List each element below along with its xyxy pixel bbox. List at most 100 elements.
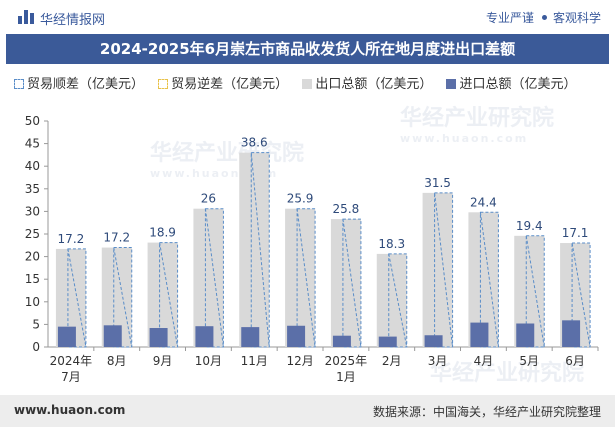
surplus-data-label: 24.4	[470, 195, 497, 209]
surplus-data-label: 17.2	[58, 232, 85, 246]
export-bar	[422, 192, 453, 347]
import-bar	[195, 326, 214, 347]
x-tick-label: 10月	[195, 354, 222, 368]
x-tick-label: 11月	[241, 354, 268, 368]
trade-balance-chart: 0 5 10 15 20 25 30 35 40 45 50 17.2 2024年 7月 17.2 8月 18.…	[25, 114, 599, 384]
top-bar: 华经情报网 专业严谨 客观科学	[0, 0, 615, 34]
brand-logo-icon	[18, 10, 34, 24]
surplus-hatch	[159, 242, 179, 348]
x-tick-label: 2月	[382, 354, 402, 368]
legend-item-import: 进口总额（亿美元）	[446, 73, 576, 92]
export-bar	[193, 208, 224, 347]
x-tick-label: 2024年	[50, 354, 93, 368]
surplus-hatch	[342, 219, 362, 348]
y-tick-label: 0	[32, 340, 40, 354]
surplus-hatch	[204, 208, 224, 348]
y-tick-label: 25	[25, 227, 40, 241]
surplus-bar	[571, 242, 591, 348]
y-tick-label: 10	[25, 295, 40, 309]
export-bar	[285, 208, 316, 347]
x-tick-label: 3月	[428, 354, 448, 368]
surplus-data-label: 18.9	[149, 226, 176, 240]
surplus-bar	[479, 211, 499, 348]
surplus-data-label: 17.2	[103, 231, 130, 245]
import-bar	[562, 320, 581, 347]
surplus-hatch	[250, 152, 270, 348]
y-tick-label: 15	[25, 272, 40, 286]
footer: www.huaon.com 数据来源：中国海关，华经产业研究院整理	[0, 395, 615, 427]
y-tick-label: 35	[25, 182, 40, 196]
x-tick-label: 8月	[107, 354, 127, 368]
surplus-data-label: 19.4	[516, 219, 543, 233]
surplus-data-label: 38.6	[241, 136, 268, 150]
tagline-right: 客观科学	[552, 11, 601, 25]
surplus-bar	[296, 208, 316, 348]
y-tick-label: 45	[25, 137, 40, 151]
x-tick-label: 9月	[153, 354, 173, 368]
x-tick-label: 7月	[61, 370, 81, 384]
surplus-hatch	[571, 242, 591, 348]
surplus-data-label: 18.3	[378, 237, 405, 251]
surplus-bar	[67, 248, 87, 348]
surplus-hatch	[67, 248, 87, 348]
export-bar	[239, 152, 270, 347]
surplus-hatch	[434, 192, 454, 348]
surplus-bar	[525, 235, 545, 348]
surplus-bar	[434, 192, 454, 348]
import-bar	[516, 323, 535, 347]
y-tick-label: 20	[25, 250, 40, 264]
footer-website: www.huaon.com	[14, 403, 126, 417]
legend-item-export: 出口总额（亿美元）	[302, 73, 432, 92]
surplus-data-label: 25.9	[287, 192, 314, 206]
surplus-bar	[159, 242, 179, 348]
y-tick-label: 30	[25, 204, 40, 218]
tagline-dot-icon	[541, 15, 547, 20]
surplus-bar	[204, 208, 224, 348]
import-bar	[470, 322, 489, 347]
y-tick-label: 40	[25, 159, 40, 173]
import-bar	[287, 325, 306, 347]
legend-label-surplus: 贸易顺差（亿美元）	[27, 77, 145, 92]
chart-title: 2024-2025年6月崇左市商品收发货人所在地月度进出口差额	[99, 40, 516, 58]
legend-label-import: 进口总额（亿美元）	[459, 77, 577, 92]
legend-swatch-import	[446, 79, 457, 89]
surplus-bar	[342, 218, 362, 348]
y-tick-label: 5	[32, 317, 40, 331]
x-tick-label: 4月	[474, 354, 494, 368]
legend-swatch-deficit	[158, 79, 169, 89]
legend-swatch-export	[302, 79, 313, 89]
legend-item-surplus: 贸易顺差（亿美元）	[14, 73, 144, 92]
import-bar	[57, 326, 76, 347]
legend-item-deficit: 贸易逆差（亿美元）	[158, 73, 288, 92]
tagline: 专业严谨 客观科学	[486, 9, 601, 26]
y-tick-label: 50	[25, 114, 40, 128]
x-tick-label: 2025年	[325, 354, 368, 368]
legend-label-export: 出口总额（亿美元）	[315, 77, 433, 92]
import-bar	[241, 327, 260, 347]
import-bar	[424, 335, 443, 347]
import-bar	[103, 325, 122, 347]
legend-swatch-surplus	[14, 79, 24, 89]
surplus-hatch	[388, 253, 408, 348]
surplus-bar	[113, 247, 133, 348]
surplus-bar	[250, 152, 270, 348]
surplus-data-label: 25.8	[333, 202, 360, 216]
legend-label-deficit: 贸易逆差（亿美元）	[171, 77, 289, 92]
import-bar	[149, 328, 168, 347]
export-bar	[376, 253, 407, 347]
brand-name: 华经情报网	[40, 13, 106, 28]
chart-legend: 贸易顺差（亿美元） 贸易逆差（亿美元） 出口总额（亿美元） 进口总额（亿美元）	[14, 73, 586, 93]
x-tick-label: 6月	[565, 354, 585, 368]
surplus-hatch	[525, 235, 545, 348]
surplus-hatch	[113, 247, 133, 348]
title-bar: 2024-2025年6月崇左市商品收发货人所在地月度进出口差额	[6, 34, 609, 64]
export-bar	[330, 219, 361, 347]
import-bar	[378, 336, 397, 347]
footer-source: 数据来源：中国海关，华经产业研究院整理	[372, 405, 601, 419]
surplus-hatch	[479, 212, 499, 348]
tagline-left: 专业严谨	[485, 11, 534, 25]
surplus-bar	[388, 253, 408, 348]
surplus-hatch	[296, 208, 316, 348]
import-bar	[332, 335, 351, 347]
x-tick-label: 12月	[286, 354, 313, 368]
